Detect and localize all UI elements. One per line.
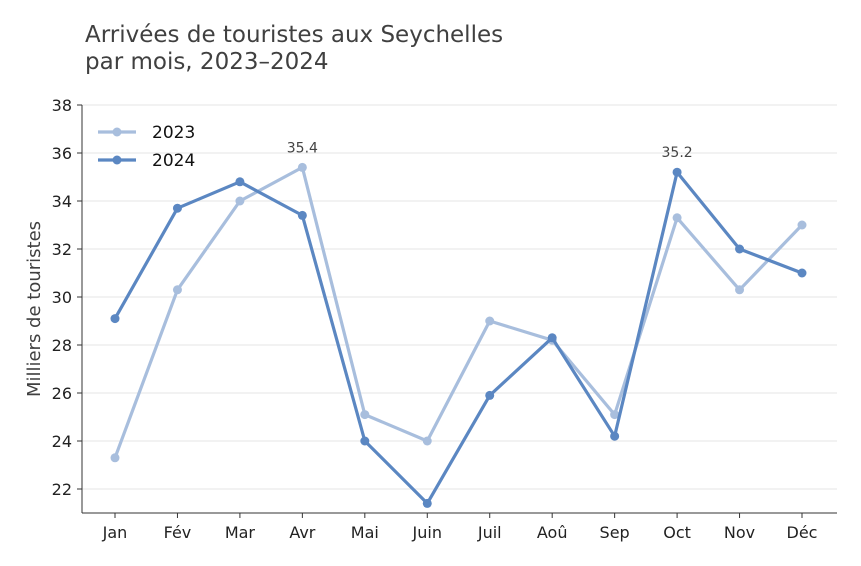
data-point-2024 — [360, 436, 370, 446]
data-point-2023 — [297, 162, 307, 172]
x-tick-label: Juil — [477, 523, 502, 542]
y-tick-label: 28 — [52, 336, 72, 355]
data-point-2024 — [610, 431, 620, 441]
data-point-2024 — [485, 390, 495, 400]
series-line-2023 — [113, 165, 804, 460]
legend-label: 2024 — [152, 151, 195, 171]
y-tick-label: 30 — [52, 288, 72, 307]
x-tick-label: Avr — [289, 523, 315, 542]
data-point-2024 — [735, 244, 745, 254]
data-point-2024 — [547, 333, 557, 343]
data-point-2024 — [422, 498, 432, 508]
data-point-2024 — [797, 268, 807, 278]
data-point-2023 — [672, 213, 682, 223]
data-label-annotation: 35.4 — [287, 140, 318, 156]
data-point-2023 — [235, 196, 245, 206]
data-point-2023 — [797, 220, 807, 230]
x-tick-label: Déc — [787, 523, 818, 542]
data-point-2023 — [610, 410, 620, 420]
y-tick-label: 26 — [52, 384, 72, 403]
x-tick-label: Aoû — [537, 523, 568, 542]
chart-title: Arrivées de touristes aux Seychelles par… — [85, 22, 503, 76]
data-point-2024 — [172, 203, 182, 213]
x-tick-label: Fév — [164, 523, 192, 542]
x-tick-label: Mar — [225, 523, 256, 542]
x-tick-label: Mai — [351, 523, 379, 542]
y-tick-label: 36 — [52, 144, 72, 163]
x-tick-label: Juin — [412, 523, 442, 542]
legend-marker-2023 — [112, 127, 122, 137]
data-point-2024 — [297, 210, 307, 220]
y-tick-label: 22 — [52, 480, 72, 499]
data-point-2023 — [360, 410, 370, 420]
x-tick-label: Oct — [663, 523, 691, 542]
x-tick-label: Sep — [600, 523, 630, 542]
data-point-2023 — [110, 453, 120, 463]
data-point-2024 — [110, 314, 120, 324]
legend-label: 2023 — [152, 123, 195, 143]
series-line-2024 — [113, 170, 804, 505]
x-tick-label: Jan — [102, 523, 128, 542]
data-point-2024 — [672, 167, 682, 177]
data-point-2023 — [172, 285, 182, 295]
data-point-2023 — [485, 316, 495, 326]
data-label-annotation: 35.2 — [662, 145, 693, 161]
data-point-2023 — [422, 436, 432, 446]
chart-title-line-2: par mois, 2023–2024 — [85, 49, 329, 75]
y-tick-label: 32 — [52, 240, 72, 259]
y-tick-label: 24 — [52, 432, 72, 451]
data-point-2023 — [735, 285, 745, 295]
legend-marker-2024 — [112, 155, 122, 165]
x-tick-label: Nov — [724, 523, 755, 542]
y-tick-label: 34 — [52, 192, 72, 211]
data-point-2024 — [235, 177, 245, 187]
chart-title-line-1: Arrivées de touristes aux Seychelles — [85, 22, 504, 48]
y-axis-label: Milliers de touristes — [24, 221, 45, 397]
y-tick-label: 38 — [52, 96, 72, 115]
